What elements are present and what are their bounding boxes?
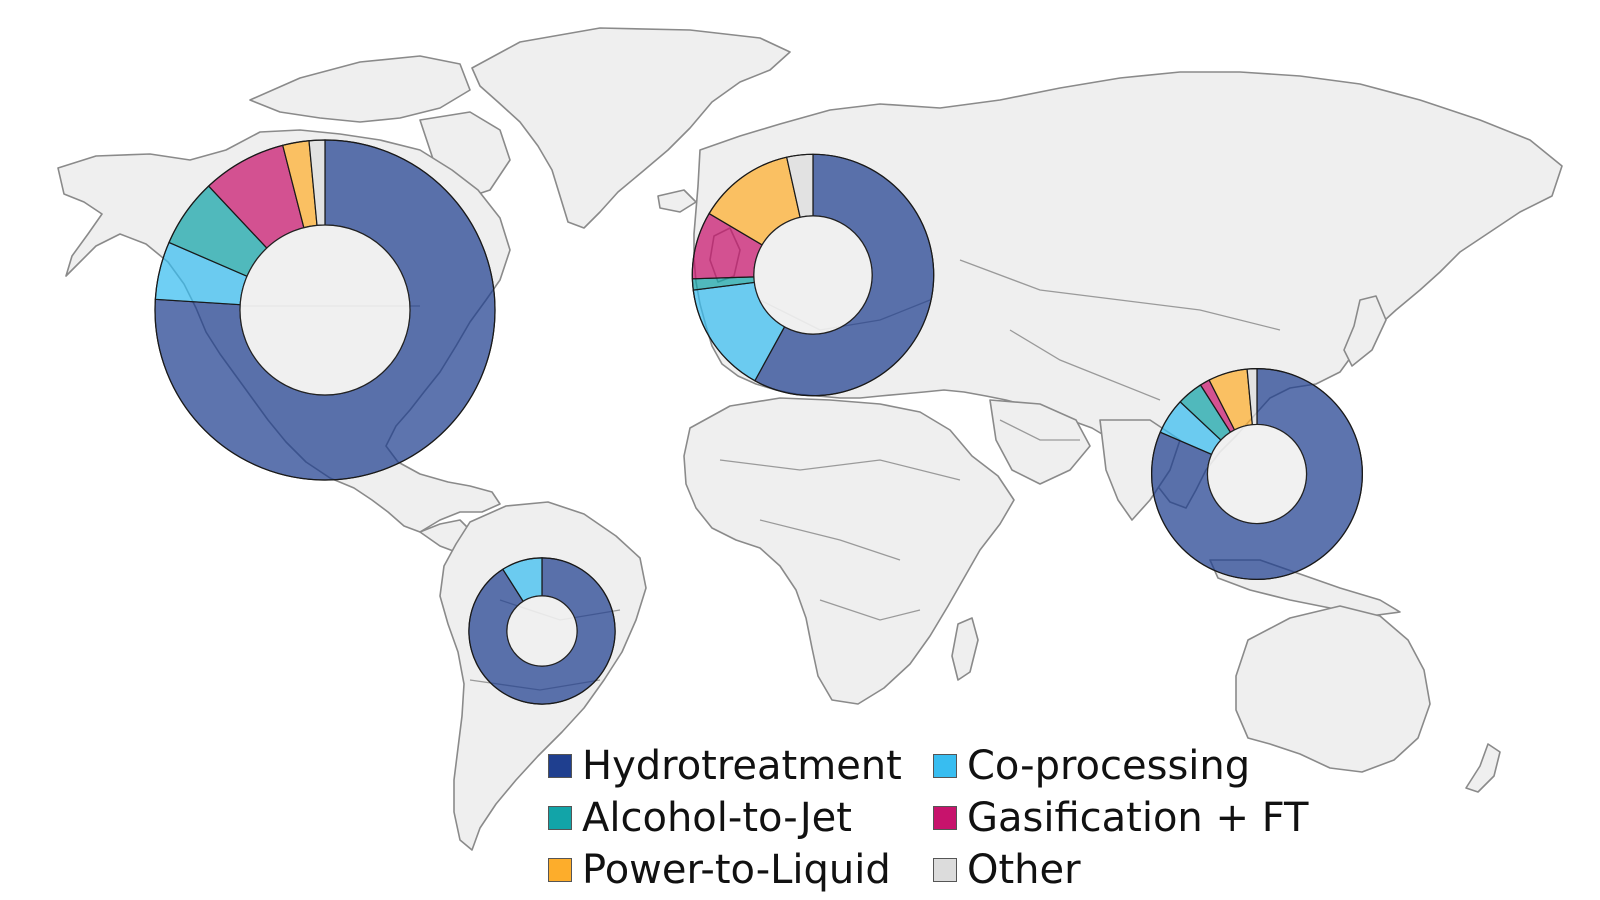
- land-arabia: [989, 399, 1091, 485]
- legend-item-co-processing: Co-processing: [933, 740, 1250, 792]
- legend-item-gasification-ft: Gasification + FT: [933, 792, 1308, 844]
- land-iceland: [657, 189, 697, 213]
- donut-south-america: [468, 557, 616, 705]
- land-arctic-islands: [249, 55, 471, 123]
- donut-outline: [1150, 368, 1363, 581]
- donut-outline: [154, 139, 496, 481]
- land-japan: [1343, 295, 1387, 367]
- land-greenland: [471, 27, 791, 229]
- legend-label-co-processing: Co-processing: [967, 743, 1251, 789]
- legend-item-alcohol-to-jet: Alcohol-to-Jet: [548, 792, 852, 844]
- land-australia: [1235, 605, 1431, 773]
- legend-swatch-hydrotreatment: [548, 754, 572, 778]
- land-madagascar: [951, 617, 979, 681]
- donut-north-america: [154, 139, 496, 481]
- donut-hole: [753, 215, 873, 335]
- legend-item-power-to-liquid: Power-to-Liquid: [548, 844, 891, 896]
- donut-hole: [506, 595, 578, 667]
- legend-swatch-power-to-liquid: [548, 858, 572, 882]
- legend-swatch-gasification-ft: [933, 806, 957, 830]
- legend-label-gasification-ft: Gasification + FT: [967, 795, 1309, 841]
- legend-label-other: Other: [967, 847, 1081, 893]
- land-new-zealand: [1465, 743, 1501, 793]
- legend-item-other: Other: [933, 844, 1081, 896]
- legend-label-power-to-liquid: Power-to-Liquid: [582, 847, 891, 893]
- land-africa: [683, 397, 1015, 705]
- donut-hole: [1206, 423, 1308, 525]
- legend-label-alcohol-to-jet: Alcohol-to-Jet: [582, 795, 852, 841]
- donut-hole: [239, 224, 411, 396]
- donut-charts: [154, 139, 1363, 705]
- legend-swatch-co-processing: [933, 754, 957, 778]
- legend-label-hydrotreatment: Hydrotreatment: [582, 743, 902, 789]
- donut-europe: [691, 153, 935, 397]
- donut-asia-pacific: [1150, 367, 1363, 581]
- legend-item-hydrotreatment: Hydrotreatment: [548, 740, 902, 792]
- legend: Hydrotreatment Co-processing Alcohol-to-…: [548, 740, 1328, 900]
- donut-outline: [468, 557, 616, 705]
- legend-swatch-other: [933, 858, 957, 882]
- legend-swatch-alcohol-to-jet: [548, 806, 572, 830]
- donut-outline: [691, 153, 935, 397]
